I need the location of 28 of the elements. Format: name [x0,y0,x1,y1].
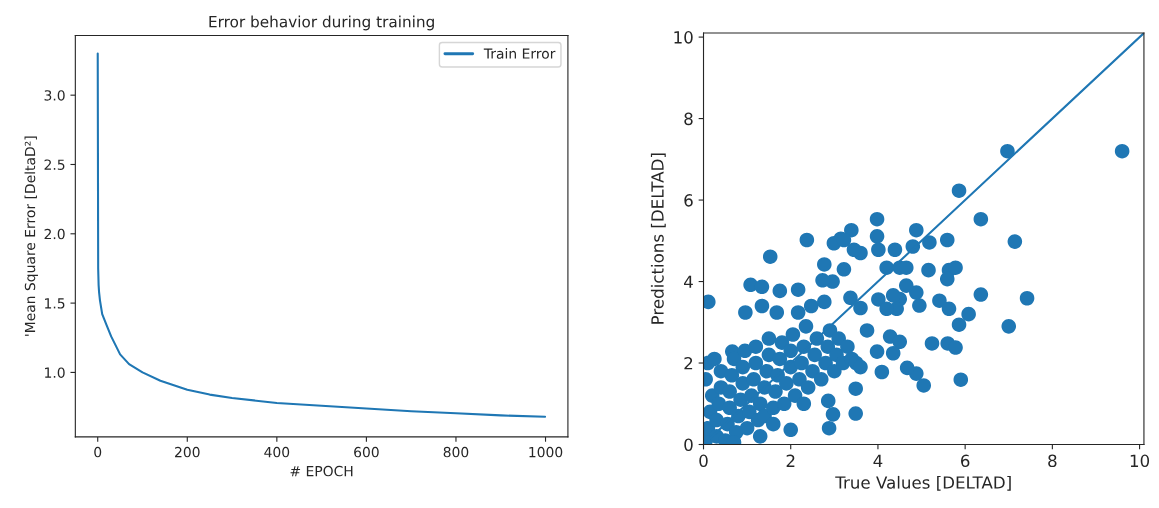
x-tick-label: 2 [786,454,795,467]
x-tick-label: 1000 [529,446,563,458]
y-tick-label: 10 [674,31,693,44]
x-tick-label: 0 [94,446,102,458]
y-tick-label: 6 [684,194,693,207]
y-tick-label: 8 [684,112,693,126]
y-tick-label: 1.5 [45,298,65,309]
x-tick-label: 200 [175,446,200,458]
x-tick-label: 8 [1048,454,1057,468]
x-tick-label: 0 [699,454,708,468]
y-tick-label: 2.0 [44,228,65,240]
y-tick-label: 2 [684,356,693,370]
x-axis-title: True Values [DELTAD] [835,475,1011,491]
x-tick-label: 800 [443,446,469,458]
y-tick-label: 3.0 [44,90,65,101]
x-tick-label: 400 [264,446,290,458]
legend-label: Train Error [483,48,556,59]
x-axis-title: # EPOCH [290,465,353,477]
y-tick-label: 4 [684,275,693,288]
chart-title: Error behavior during training [209,15,434,31]
x-tick-label: 4 [873,454,883,467]
x-tick-label: 6 [961,454,970,468]
y-tick-label: 2.5 [44,159,65,170]
x-tick-label: 600 [354,446,379,458]
x-tick-label: 10 [1130,454,1150,468]
y-axis-title: Predictions [DELTAD] [650,153,666,324]
y-axis-title: 'Mean Square Error [DeltaD²] [24,136,38,336]
y-tick-label: 1.0 [45,367,65,378]
